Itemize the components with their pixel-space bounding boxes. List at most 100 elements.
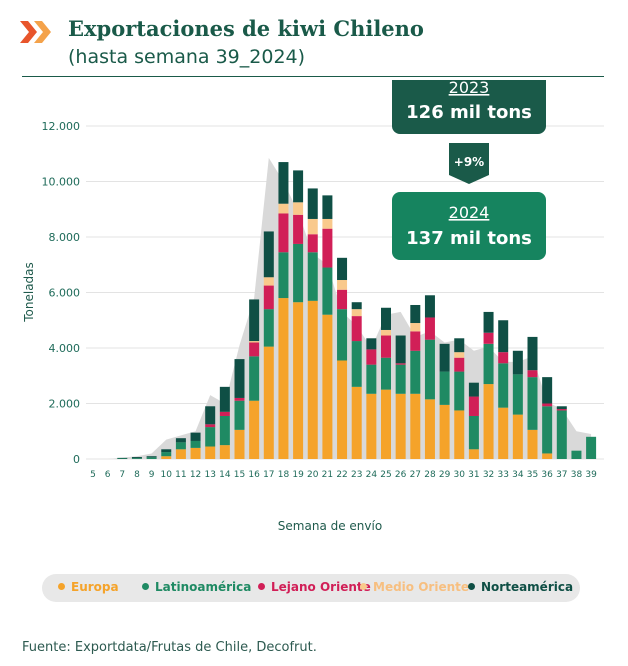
callout-2023-year: 2023 [449,80,490,97]
bar-latinoamerica-week-20 [307,252,318,301]
bar-latinoamerica-week-30 [454,371,465,411]
bar-lejano_oriente-week-22 [337,289,348,310]
x-tick-label: 20 [307,470,319,480]
x-tick-label: 12 [190,470,201,480]
x-tick-label: 6 [105,470,111,480]
x-tick-label: 21 [322,470,333,480]
bar-lejano_oriente-week-13 [205,424,216,428]
bar-norteamerica-week-8 [131,457,142,459]
legend-europa-swatch [58,583,65,590]
bar-lejano_oriente-week-28 [424,317,435,340]
legend-latinoamerica-swatch [142,583,149,590]
x-tick-label: 15 [234,470,245,480]
change-value: +9% [454,155,484,169]
x-tick-label: 7 [119,470,125,480]
bar-lejano_oriente-week-24 [366,349,377,365]
bar-europa-week-18 [278,298,289,459]
x-tick-label: 33 [497,470,508,480]
legend-latinoamerica: Latinoamérica [142,580,251,594]
bar-norteamerica-week-32 [483,311,494,333]
bar-latinoamerica-week-8 [131,458,142,459]
bar-lejano_oriente-week-14 [219,411,230,416]
x-tick-labels: 5 6 7 8 9 10 11 12 13 14 15 16 17 18 19 20 21 22 23 24 25 26 2… [90,470,597,480]
chart-legend: Europa Latinoamérica Lejano Oriente Medi… [42,574,580,602]
bar-medio_oriente-week-17 [263,277,274,286]
bar-europa-week-27 [410,393,421,459]
bar-norteamerica-week-12 [190,432,201,441]
bar-norteamerica-week-14 [219,386,230,412]
bar-europa-week-29 [439,404,450,459]
bar-europa-week-35 [527,429,538,459]
x-tick-label: 25 [380,470,391,480]
bar-norteamerica-week-13 [205,406,216,425]
change-badge: +9% [449,143,489,184]
bar-lejano_oriente-week-15 [234,397,245,401]
bar-europa-week-25 [381,389,391,459]
y-axis-label: Toneladas [22,262,36,323]
bar-norteamerica-week-29 [439,343,450,372]
bar-norteamerica-week-36 [542,377,553,404]
bar-medio_oriente-week-21 [322,218,333,229]
bar-latinoamerica-week-10 [161,452,172,457]
callout-2024-year: 2024 [449,203,490,222]
bar-lejano_oriente-week-27 [410,331,421,351]
bar-norteamerica-week-34 [512,350,523,375]
bar-norteamerica-week-31 [468,382,479,397]
y-tick-label: 10.000 [42,176,81,189]
x-tick-label: 18 [278,470,290,480]
bar-europa-week-24 [366,393,377,459]
bar-latinoamerica-week-31 [468,415,479,450]
x-tick-label: 9 [149,470,155,480]
bar-lejano_oriente-week-37 [556,409,567,411]
bar-latinoamerica-week-15 [234,400,245,430]
bar-lejano_oriente-week-19 [293,214,304,244]
callout-2024: 2024 137 mil tons [392,192,546,260]
bar-latinoamerica-week-32 [483,343,494,385]
legend-norteamerica-label: Norteamérica [481,580,574,594]
bar-europa-week-14 [219,445,230,459]
bar-europa-week-13 [205,446,216,459]
bar-norteamerica-week-18 [278,162,289,204]
title-divider [22,76,604,77]
legend-norteamerica-swatch [468,583,475,590]
bar-europa-week-31 [468,449,479,459]
bar-norteamerica-week-16 [249,299,260,342]
x-tick-label: 14 [219,470,231,480]
bar-lejano_oriente-week-25 [381,335,391,358]
bar-lejano_oriente-week-20 [307,234,318,253]
bar-latinoamerica-week-11 [175,442,186,450]
bar-lejano_oriente-week-33 [498,352,509,364]
bar-latinoamerica-week-37 [556,410,567,459]
bar-norteamerica-week-37 [556,406,567,410]
legend-lejano-oriente: Lejano Oriente [258,580,371,594]
y-tick-label: 2.000 [49,398,81,411]
bar-lejano_oriente-week-16 [249,342,260,357]
bar-europa-week-20 [307,300,318,459]
bar-norteamerica-week-19 [293,170,304,203]
x-tick-label: 31 [468,470,479,480]
bar-norteamerica-week-35 [527,336,538,371]
bar-medio_oriente-week-19 [293,202,304,215]
y-tick-label: 12.000 [42,120,81,133]
bar-europa-week-23 [351,386,362,459]
legend-lejano-oriente-label: Lejano Oriente [271,580,371,594]
y-tick-label: 4.000 [49,342,81,355]
bar-europa-week-10 [161,456,172,459]
bar-latinoamerica-week-18 [278,252,289,299]
bar-europa-week-17 [263,346,274,459]
bar-latinoamerica-week-12 [190,440,201,448]
bar-latinoamerica-week-34 [512,374,523,415]
legend-latinoamerica-label: Latinoamérica [155,580,252,594]
bar-medio_oriente-week-30 [454,352,465,358]
bar-norteamerica-week-26 [395,335,406,364]
bar-europa-week-26 [395,393,406,459]
bar-latinoamerica-week-19 [293,243,304,303]
bar-europa-week-34 [512,414,523,459]
bar-norteamerica-week-28 [424,295,435,318]
bar-europa-week-15 [234,429,245,459]
bar-norteamerica-week-15 [234,359,245,398]
x-tick-label: 19 [292,470,304,480]
y-tick-label: 0 [73,453,80,466]
bar-lejano_oriente-week-32 [483,332,494,344]
